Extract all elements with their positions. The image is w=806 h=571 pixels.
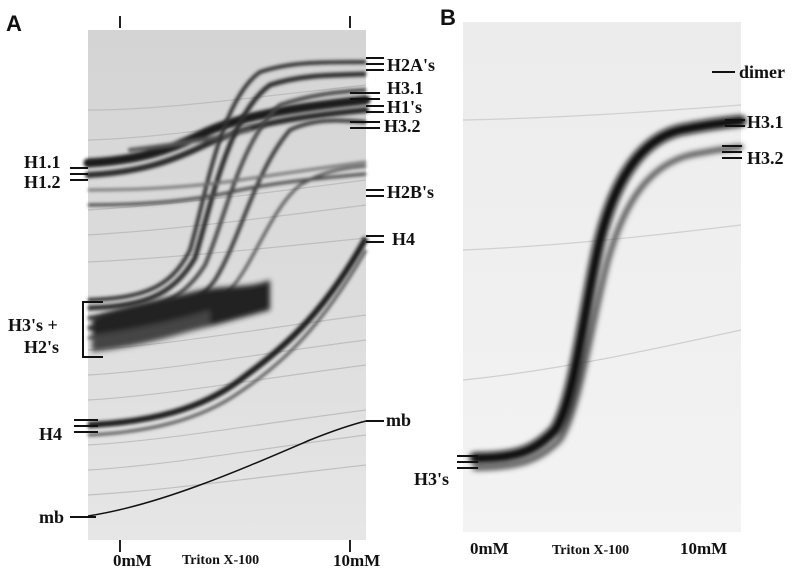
panel-a-right-markers [350,57,384,422]
panel-b-label-h3s: H3's [414,469,449,489]
panel-b-axis-middle: Triton X-100 [552,543,629,558]
panel-a-label-h3s-plus: H3's + [8,315,58,335]
panel-a-label-h1-1: H1.1 [24,152,61,172]
panel-a-letter: A [6,11,22,36]
panel-a-axis-middle: Triton X-100 [182,553,259,568]
panel-a-gel [83,30,371,540]
panel-b-main-band [469,115,747,464]
panel-a: A [6,11,435,570]
panel-b-markers [457,71,745,469]
panel-a-label-h4-right: H4 [392,229,415,249]
panel-b-label-h3-1: H3.1 [747,112,784,132]
panel-a-label-mb-left: mb [39,507,64,527]
panel-a-label-h3-1: H3.1 [387,78,424,98]
panel-a-label-h2s: H2's [24,337,59,357]
panel-b: B dimer [414,5,785,558]
panel-a-label-h1-2: H1.2 [24,172,61,192]
panel-a-axis-end: 10mM [333,551,380,570]
panel-a-label-h3-2: H3.2 [384,116,421,136]
panel-b-label-h3-2: H3.2 [747,148,784,168]
panel-a-mb-line [87,420,367,517]
panel-b-letter: B [440,5,456,30]
panel-a-label-h2b: H2B's [387,182,434,202]
panel-a-label-h1s: H1's [387,97,422,117]
panel-a-label-mb-right: mb [386,410,411,430]
panel-b-gel [462,22,747,532]
panel-a-bracket [82,301,103,358]
panel-a-axis-start: 0mM [113,551,152,570]
panel-b-axis-end: 10mM [680,539,727,558]
panel-b-axis-start: 0mM [470,539,509,558]
panel-a-left-markers [70,167,98,518]
panel-a-label-h2a: H2A's [387,55,435,75]
panel-a-label-h4-left: H4 [39,424,62,444]
panel-b-label-dimer: dimer [739,62,785,82]
